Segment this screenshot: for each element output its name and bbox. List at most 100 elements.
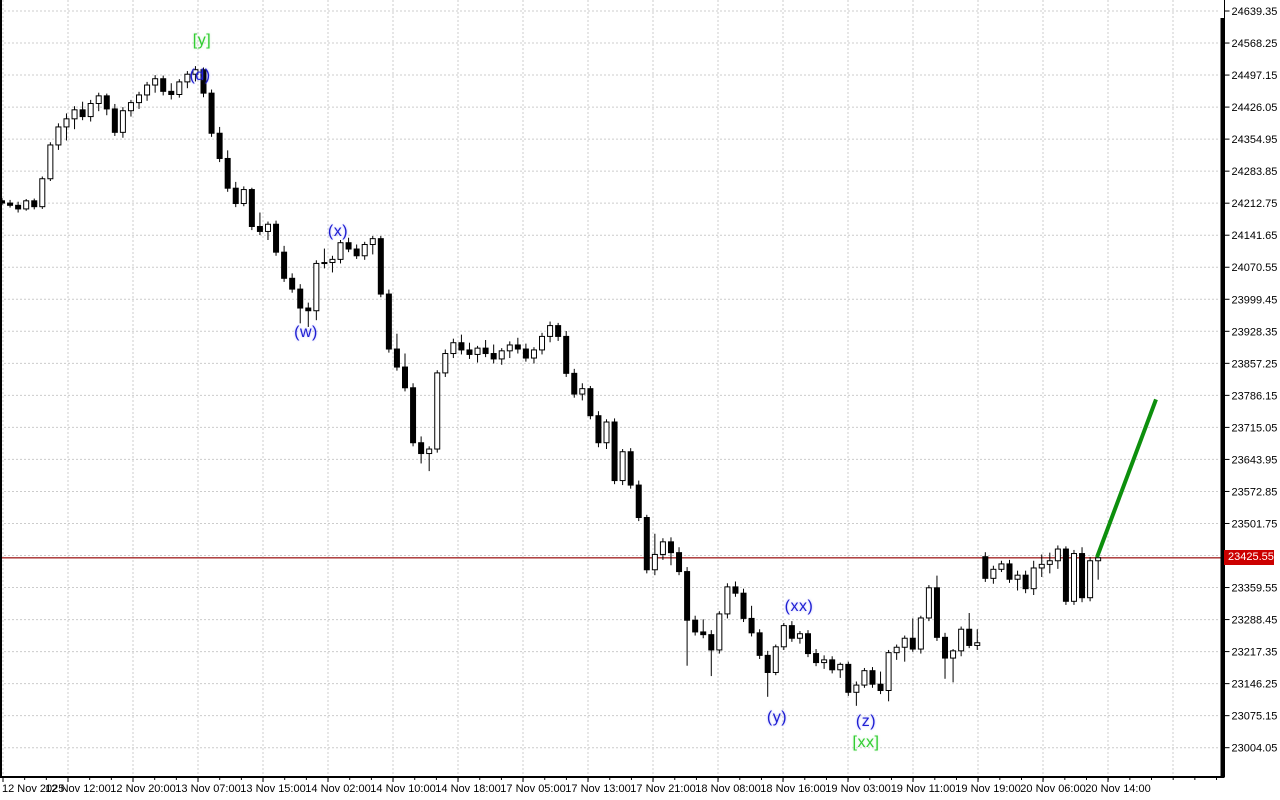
- candle-body: [724, 586, 731, 615]
- time-axis-label: 14 Nov 10:00: [370, 783, 435, 795]
- candle-body: [514, 344, 521, 350]
- grid-lines: [0, 0, 1220, 777]
- price-axis-label: 23217.35: [1232, 647, 1278, 659]
- candle-body: [756, 632, 763, 656]
- time-axis-label: 14 Nov 02:00: [305, 783, 370, 795]
- candle-body: [232, 187, 239, 205]
- candle-body: [651, 553, 658, 571]
- axis-frame: [0, 0, 1225, 778]
- time-axis-label: 17 Nov 21:00: [630, 783, 695, 795]
- candle-body: [877, 683, 884, 691]
- candle-body: [837, 663, 844, 671]
- candle-body: [555, 325, 562, 337]
- candle-body: [160, 78, 167, 92]
- candle-body: [450, 342, 457, 355]
- candle-body: [224, 157, 231, 189]
- time-axis-label: 19 Nov 03:00: [825, 783, 890, 795]
- candle-body: [466, 349, 473, 355]
- time-axis-label: 18 Nov 16:00: [760, 783, 825, 795]
- candle-body: [402, 366, 408, 389]
- candle-body: [1062, 548, 1069, 602]
- wave-label-z[interactable]: (z): [855, 713, 877, 730]
- candle-body: [780, 625, 787, 648]
- candle-body: [748, 617, 755, 634]
- candle-body: [79, 109, 86, 118]
- candle-body: [821, 659, 828, 664]
- candle-body: [909, 637, 916, 650]
- time-axis-label: 12 Nov 20:00: [110, 783, 175, 795]
- price-axis-label: 23359.55: [1232, 583, 1278, 595]
- candle-body: [635, 484, 642, 519]
- price-axis-label: 24497.15: [1232, 70, 1278, 82]
- wave-label-xx[interactable]: [xx]: [852, 734, 880, 751]
- candle-body: [788, 625, 795, 639]
- candle-body: [1095, 557, 1102, 562]
- candle-body: [39, 178, 46, 208]
- candle-body: [426, 448, 433, 455]
- candle-body: [23, 200, 30, 210]
- candle-body: [563, 335, 570, 374]
- candle-body: [192, 69, 199, 75]
- candle-body: [805, 633, 811, 655]
- candle-body: [1087, 560, 1094, 599]
- time-axis-label: 20 Nov 14:00: [1085, 783, 1150, 795]
- candle-body: [152, 78, 159, 86]
- wave-label-y[interactable]: [y]: [192, 32, 212, 49]
- candle-body: [732, 586, 739, 594]
- candle-body: [119, 110, 126, 133]
- candle-body: [55, 126, 62, 146]
- time-axis-label: 18 Nov 08:00: [695, 783, 760, 795]
- wave-label-d[interactable]: (d): [189, 67, 211, 84]
- candle-body: [539, 335, 546, 351]
- wave-label-xx[interactable]: (xx): [784, 598, 814, 615]
- candle-body: [700, 631, 707, 636]
- candle-body: [458, 342, 465, 351]
- candle-body: [264, 223, 271, 232]
- price-axis-label: 24568.25: [1232, 38, 1278, 50]
- candle-body: [764, 654, 771, 673]
- price-axis-label: 23715.05: [1232, 422, 1278, 434]
- price-axis-label: 24283.85: [1232, 166, 1278, 178]
- candle-body: [353, 248, 360, 257]
- candle-body: [643, 517, 650, 571]
- price-axis-label: 23146.25: [1232, 679, 1278, 691]
- candle-body: [345, 242, 352, 250]
- candle-body: [659, 541, 666, 555]
- candlesticks: [0, 66, 1102, 706]
- time-axis-label: 19 Nov 19:00: [955, 783, 1020, 795]
- candle-body: [305, 307, 312, 312]
- candle-body: [111, 108, 118, 133]
- candle-body: [442, 353, 449, 374]
- wave-label-x[interactable]: (x): [327, 223, 349, 240]
- candle-body: [393, 348, 400, 368]
- trendline[interactable]: [1095, 398, 1158, 558]
- candle-body: [103, 95, 110, 110]
- candle-body: [684, 571, 691, 621]
- candle-body: [772, 646, 779, 673]
- candle-body: [982, 556, 989, 579]
- candle-body: [490, 353, 497, 360]
- candle-body: [1022, 574, 1029, 590]
- candle-body: [1006, 563, 1013, 580]
- candle-body: [200, 69, 207, 94]
- wave-label-w[interactable]: (w): [294, 324, 318, 341]
- candle-body: [474, 347, 481, 355]
- candle-body: [667, 541, 674, 554]
- price-axis-label: 23075.15: [1232, 711, 1278, 723]
- wave-label-y[interactable]: (y): [766, 709, 788, 726]
- candle-body: [692, 619, 699, 633]
- time-axis-label: 13 Nov 07:00: [175, 783, 240, 795]
- candle-body: [1070, 553, 1077, 602]
- candle-body: [410, 387, 417, 444]
- candle-body: [168, 90, 175, 95]
- price-axis[interactable]: 24639.35 24568.25 24497.15 24426.05 24354.95…: [1224, 6, 1278, 755]
- price-axis-label: 24426.05: [1232, 102, 1278, 114]
- candle-body: [917, 617, 924, 650]
- candle-body: [313, 262, 320, 312]
- candle-body: [361, 244, 368, 257]
- candle-body: [208, 92, 215, 134]
- time-axis-label: 12 Nov 12:00: [45, 783, 110, 795]
